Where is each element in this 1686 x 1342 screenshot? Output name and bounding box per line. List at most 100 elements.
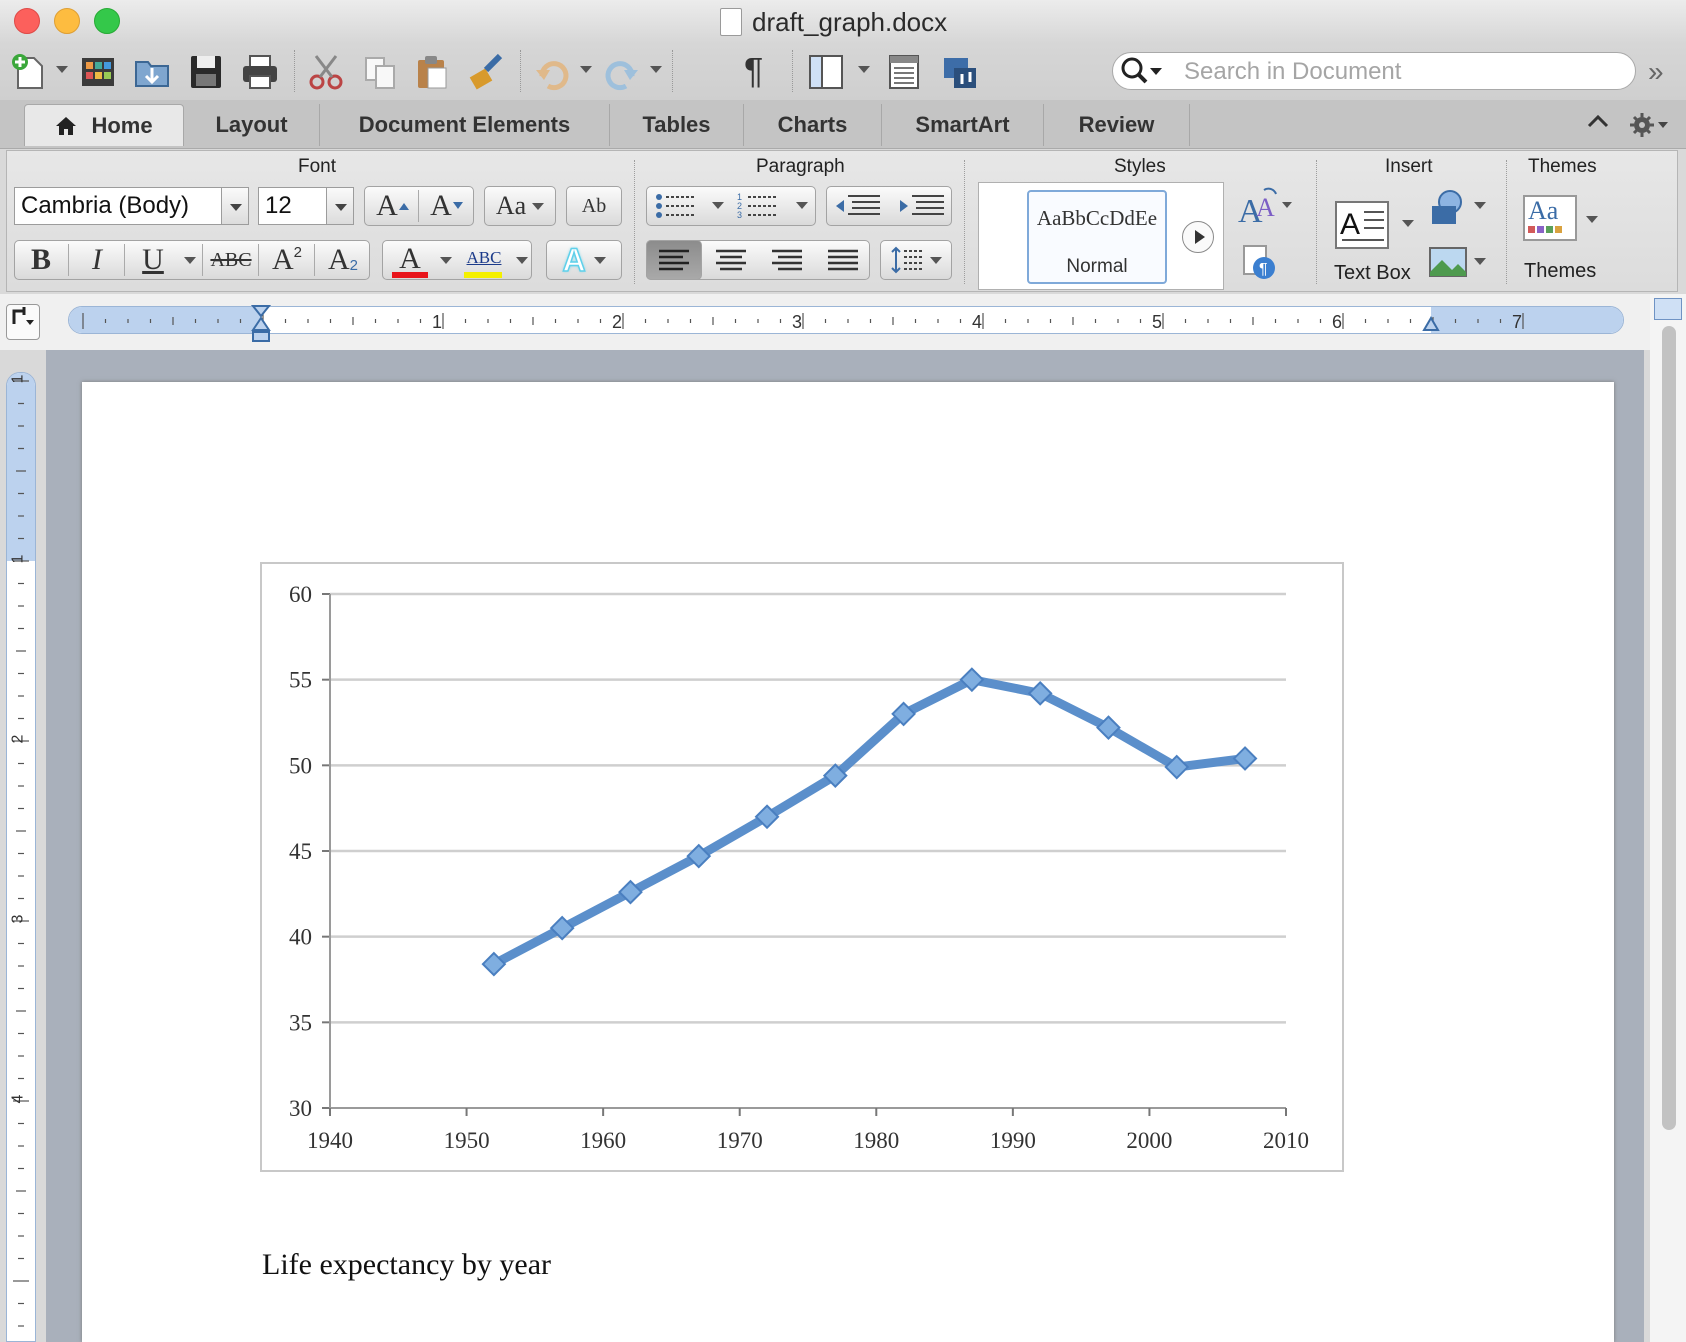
- undo-icon[interactable]: [532, 52, 572, 92]
- vertical-ruler-number: 1: [9, 374, 27, 384]
- decrease-indent-icon[interactable]: [834, 192, 882, 220]
- manage-styles-icon[interactable]: A A: [1236, 184, 1296, 228]
- scrollbar-thumb[interactable]: [1662, 326, 1676, 1130]
- clear-formatting-button[interactable]: Ab: [566, 186, 622, 226]
- themes-icon[interactable]: [1520, 194, 1580, 244]
- sidebar-icon[interactable]: [806, 52, 846, 92]
- font-name-field[interactable]: Cambria (Body): [14, 187, 222, 225]
- style-pane-icon[interactable]: ¶: [1240, 242, 1280, 282]
- align-left-button[interactable]: [646, 240, 702, 280]
- highlight-glyph: ABC: [466, 248, 502, 267]
- font-size-field[interactable]: 12: [258, 187, 328, 225]
- y-tick-label: 60: [289, 582, 312, 607]
- media-browser-icon[interactable]: [940, 52, 980, 92]
- toolbar-overflow-icon[interactable]: »: [1648, 56, 1664, 87]
- cut-icon[interactable]: [306, 52, 346, 92]
- chart-frame[interactable]: [260, 562, 1344, 1172]
- svg-text:1: 1: [737, 192, 742, 202]
- maximize-window-button[interactable]: [94, 8, 120, 34]
- print-icon[interactable]: [240, 52, 280, 92]
- numbered-list-dropdown[interactable]: [796, 202, 808, 209]
- vertical-ruler[interactable]: [6, 372, 36, 1342]
- svg-text:A: A: [1340, 208, 1360, 241]
- line-spacing-icon: [891, 246, 924, 274]
- tab-home[interactable]: Home: [24, 104, 184, 146]
- change-case-button[interactable]: Aa: [484, 186, 556, 226]
- text-box-dropdown[interactable]: [1402, 220, 1414, 227]
- document-caption[interactable]: Life expectancy by year: [262, 1248, 551, 1281]
- style-gallery-next-icon[interactable]: [1182, 221, 1214, 253]
- text-box-icon[interactable]: A: [1332, 198, 1392, 252]
- button-divider: [124, 244, 125, 276]
- bullet-list-dropdown[interactable]: [712, 202, 724, 209]
- font-color-dropdown[interactable]: [440, 257, 452, 264]
- font-color-button[interactable]: A: [390, 242, 430, 278]
- sidebar-dropdown[interactable]: [858, 66, 870, 73]
- line-spacing-button[interactable]: [880, 240, 952, 280]
- text-box-label[interactable]: Text Box: [1334, 262, 1411, 284]
- horizontal-ruler[interactable]: [68, 306, 1624, 334]
- close-window-button[interactable]: [14, 8, 40, 34]
- tab-tables[interactable]: Tables: [610, 104, 744, 146]
- collapse-ribbon-icon[interactable]: [1585, 108, 1611, 134]
- underline-button[interactable]: U: [126, 240, 180, 280]
- grow-font-button[interactable]: A: [370, 186, 416, 226]
- template-gallery-icon[interactable]: [78, 52, 118, 92]
- search-input[interactable]: [1182, 56, 1626, 88]
- new-document-icon[interactable]: [8, 52, 48, 92]
- highlight-dropdown[interactable]: [516, 257, 528, 264]
- text-effects-button[interactable]: A: [546, 240, 622, 280]
- justify-icon[interactable]: [826, 248, 860, 272]
- copy-icon[interactable]: [360, 52, 400, 92]
- shapes-dropdown[interactable]: [1474, 202, 1486, 209]
- bullet-list-icon[interactable]: [654, 192, 698, 220]
- undo-dropdown[interactable]: [580, 66, 592, 73]
- tab-layout[interactable]: Layout: [184, 104, 320, 146]
- format-painter-icon[interactable]: [466, 52, 506, 92]
- font-group-title: Font: [298, 156, 337, 177]
- redo-dropdown[interactable]: [650, 66, 662, 73]
- tab-stop-selector[interactable]: [6, 304, 40, 340]
- italic-button[interactable]: I: [70, 240, 124, 280]
- bold-button[interactable]: B: [14, 240, 68, 280]
- minimize-window-button[interactable]: [54, 8, 80, 34]
- align-right-icon[interactable]: [770, 248, 804, 272]
- show-formatting-icon[interactable]: ¶: [744, 50, 764, 91]
- search-icon[interactable]: [1118, 54, 1166, 90]
- strikethrough-button[interactable]: ABC: [204, 240, 258, 280]
- paste-icon[interactable]: [412, 52, 452, 92]
- line-chart[interactable]: 30 35 40 45 50 55 60 1940 1950 1960 1970 1980 1990 20…: [260, 562, 1344, 1172]
- numbered-list-icon[interactable]: 1 2 3: [736, 192, 780, 220]
- right-indent-marker-icon[interactable]: [1422, 314, 1440, 332]
- align-left-icon: [659, 249, 689, 271]
- open-folder-icon[interactable]: [132, 52, 172, 92]
- save-icon[interactable]: [186, 52, 226, 92]
- shapes-icon[interactable]: [1428, 188, 1472, 228]
- gear-icon[interactable]: [1628, 110, 1668, 140]
- highlight-button[interactable]: ABC: [462, 242, 506, 278]
- align-center-icon[interactable]: [714, 248, 748, 272]
- underline-dropdown[interactable]: [184, 257, 196, 264]
- new-document-dropdown[interactable]: [56, 66, 68, 73]
- view-icon[interactable]: [884, 52, 924, 92]
- indent-marker-icon[interactable]: [250, 304, 272, 348]
- tab-review[interactable]: Review: [1044, 104, 1190, 146]
- increase-indent-icon[interactable]: [898, 192, 946, 220]
- tab-document-elements[interactable]: Document Elements: [320, 104, 610, 146]
- style-normal-tile[interactable]: [1027, 190, 1167, 284]
- picture-dropdown[interactable]: [1474, 258, 1486, 265]
- themes-dropdown[interactable]: [1586, 216, 1598, 223]
- redo-icon[interactable]: [602, 52, 642, 92]
- themes-label[interactable]: Themes: [1524, 260, 1597, 282]
- shrink-font-button[interactable]: A: [424, 186, 470, 226]
- tab-charts[interactable]: Charts: [744, 104, 882, 146]
- font-size-dropdown[interactable]: [326, 187, 354, 225]
- tab-smartart[interactable]: SmartArt: [882, 104, 1044, 146]
- ruler-toggle-icon[interactable]: [1654, 298, 1682, 320]
- tab-label: Layout: [215, 112, 288, 137]
- font-name-dropdown[interactable]: [221, 187, 249, 225]
- picture-icon[interactable]: [1428, 246, 1468, 278]
- data-point-marker: [1027, 680, 1053, 706]
